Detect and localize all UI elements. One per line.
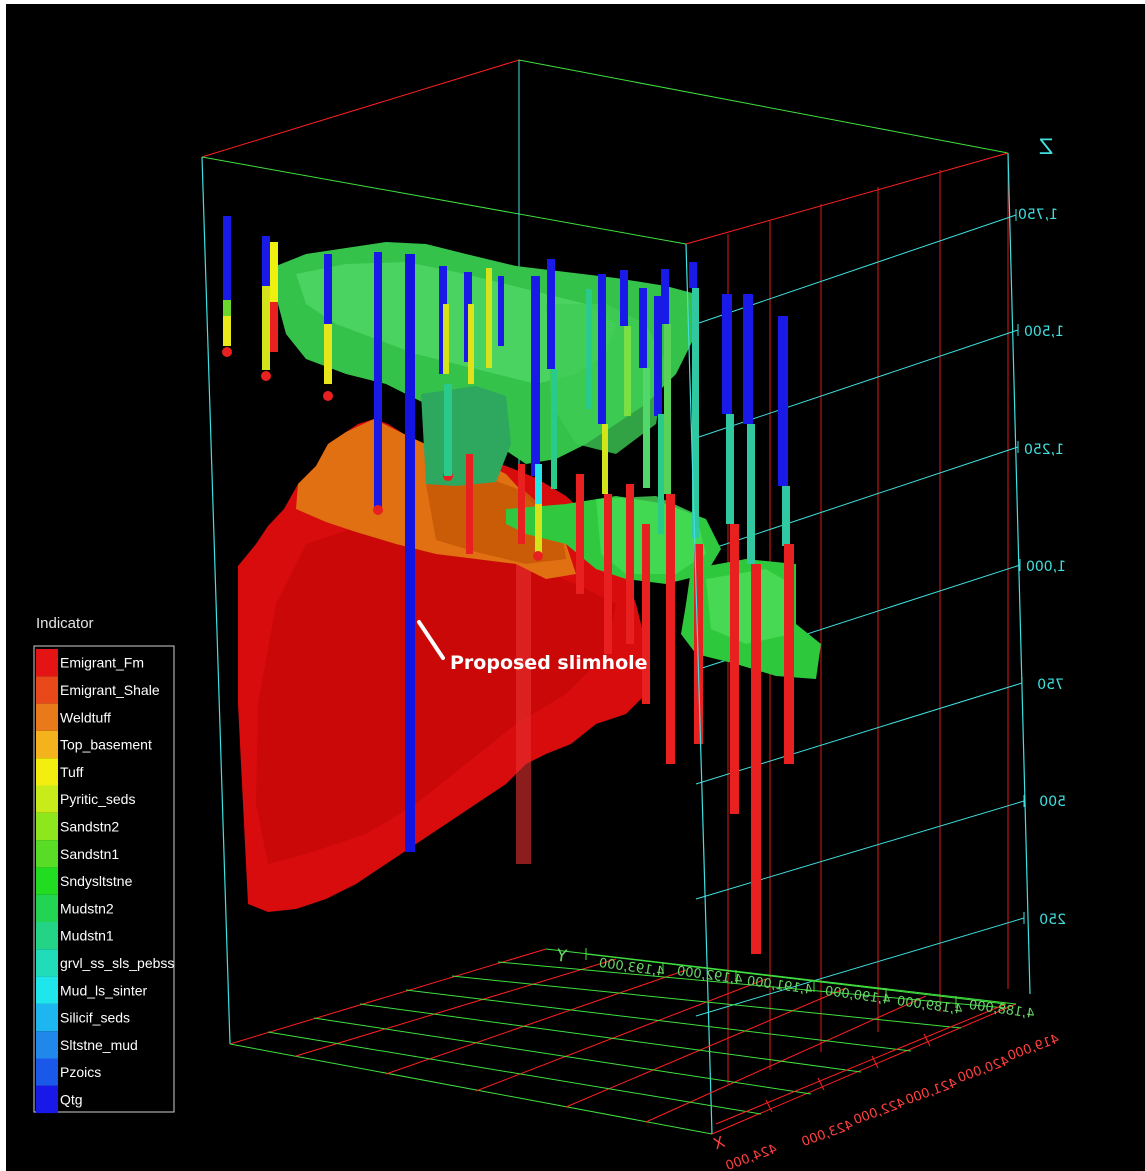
legend-swatch	[36, 730, 58, 759]
y-tick-label: 4,193,000	[598, 956, 666, 980]
legend-label: Pyritic_seds	[60, 791, 135, 807]
x-tick-label: 421,000	[904, 1076, 960, 1108]
legend-swatch	[36, 758, 58, 786]
scene-svg[interactable]: Z 1,750 1,500 1,250 1,000 750 500 250 Y …	[6, 4, 1145, 1171]
bounding-box-front	[201, 152, 1031, 1135]
z-axis-title: Z	[1039, 135, 1053, 159]
z-tick-label: 1,500	[1024, 324, 1064, 340]
x-tick-label: 419,000	[1006, 1032, 1062, 1064]
x-tick-label: 423,000	[800, 1118, 856, 1150]
y-tick-label: 4,192,000	[676, 964, 744, 988]
wells	[222, 216, 794, 954]
legend-label: Mud_ls_sinter	[60, 982, 147, 998]
floor-axis-ticks	[585, 948, 1007, 1125]
z-tick-label: 500	[1039, 794, 1066, 810]
y-tick-label: 4,191,000	[746, 974, 814, 998]
legend-swatch	[36, 949, 58, 977]
legend-label: Mudstn2	[60, 900, 114, 916]
x-tick-label: 420,000	[956, 1054, 1012, 1086]
legend-label: Mudstn1	[60, 928, 114, 944]
legend-label: Qtg	[60, 1091, 83, 1107]
legend-label: grvl_ss_sls_pebss	[60, 955, 174, 971]
legend-swatch	[36, 703, 58, 731]
legend-label: Sandstn2	[60, 818, 119, 834]
z-axis-ticks	[1015, 209, 1025, 924]
x-axis-title: X	[711, 1133, 727, 1154]
legend-label: Sandstn1	[60, 846, 119, 862]
legend-swatch	[36, 1085, 58, 1114]
x-tick-label: 422,000	[852, 1096, 908, 1128]
legend-swatch	[36, 1031, 58, 1059]
legend-label: Top_basement	[60, 737, 152, 753]
z-tick-label: 250	[1039, 912, 1066, 928]
legend-label: Silicif_seds	[60, 1010, 130, 1026]
z-tick-label: 1,750	[1018, 207, 1058, 223]
z-tick-label: 1,250	[1024, 442, 1064, 458]
legend-swatch	[36, 676, 58, 704]
y-axis-title: Y	[555, 945, 570, 966]
legend-swatch	[36, 922, 58, 950]
z-tick-label: 750	[1037, 677, 1064, 693]
floor-grid	[229, 948, 1017, 1135]
x-axis-labels: X 424,000 423,000 422,000 421,000 420,00…	[711, 1032, 1061, 1171]
y-axis-labels: Y 4,193,000 4,192,000 4,191,000 4,190,00…	[555, 945, 1036, 1022]
legend-label: Tuff	[60, 764, 83, 780]
legend-swatch	[36, 649, 58, 677]
legend-swatch	[36, 812, 58, 841]
legend-border	[33, 645, 175, 1113]
y-tick-label: 4,190,000	[824, 984, 892, 1008]
legend-swatch	[36, 867, 58, 895]
legend-label: Emigrant_Fm	[60, 655, 144, 671]
annotation-label: Proposed slimhole	[450, 652, 648, 674]
bounding-box-back	[201, 59, 1009, 464]
legend-label: Sndysltstne	[60, 873, 133, 889]
legend-swatch	[36, 1058, 58, 1086]
x-tick-label: 424,000	[724, 1142, 780, 1171]
legend-swatch	[36, 894, 58, 922]
z-tick-label: 1,000	[1026, 559, 1066, 575]
legend: Indicator Emigrant_Fm Emigrant_Shale Weldt…	[33, 615, 175, 1114]
legend-swatch	[36, 785, 58, 813]
3d-viewport[interactable]: Z 1,750 1,500 1,250 1,000 750 500 250 Y …	[6, 4, 1145, 1171]
y-tick-label: 4,188,000	[968, 998, 1036, 1022]
legend-title: Indicator	[36, 615, 94, 632]
legend-label: Pzoics	[60, 1064, 101, 1080]
legend-label: Sltstne_mud	[60, 1037, 138, 1053]
slimhole-annotation: Proposed slimhole	[417, 620, 648, 674]
legend-swatch	[36, 976, 58, 1004]
geology-volume	[238, 419, 646, 912]
legend-label: Emigrant_Shale	[60, 682, 160, 698]
legend-label: Weldtuff	[60, 709, 111, 725]
z-axis-labels: Z 1,750 1,500 1,250 1,000 750 500 250	[1018, 135, 1066, 928]
annotation-pointer	[417, 620, 445, 660]
legend-swatch	[36, 1003, 58, 1032]
legend-swatch	[36, 840, 58, 868]
